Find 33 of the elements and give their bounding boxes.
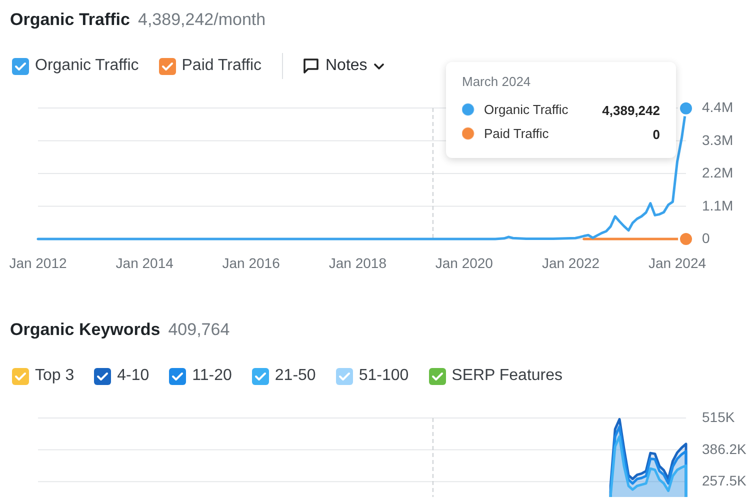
legend-label: 4-10 (117, 367, 150, 385)
legend-label: SERP Features (452, 367, 563, 385)
text: Organic Traffic (484, 102, 568, 117)
y-tick-label: 1.1M (702, 196, 734, 213)
annotation: 0 (652, 126, 660, 142)
legend-label: 51-100 (358, 367, 409, 385)
x-tick-label: Jan 2016 (222, 254, 280, 271)
y-tick-label: 2.2M (702, 164, 734, 180)
text: Paid Traffic (484, 126, 549, 141)
x-tick-label: Jan 2022 (542, 254, 600, 271)
chart-title: Organic Keywords (10, 319, 160, 341)
legend-label: 21-50 (274, 367, 316, 385)
y-tick-label: 386.2K (702, 440, 748, 456)
legend-label: Organic Traffic (35, 57, 139, 75)
x-tick-label: Jan 2012 (9, 254, 68, 271)
y-tick-label: 257.5K (702, 472, 748, 488)
chart-subtitle: 409,764 (168, 319, 230, 341)
text: Notes (326, 57, 368, 75)
chart-subtitle: 4,389,242/month (138, 9, 266, 31)
x-tick-label: Jan 2014 (116, 254, 174, 271)
x-tick-label: Jan 2020 (435, 254, 494, 271)
legend-label: Top 3 (35, 367, 74, 385)
x-tick-label: Jan 2018 (328, 254, 387, 271)
legend-label: 11-20 (192, 367, 232, 385)
y-tick-label: 515K (702, 408, 736, 425)
text: March 2024 (462, 74, 531, 89)
y-tick-label: 4.4M (702, 98, 734, 115)
annotation: 4,389,242 (602, 102, 660, 118)
y-tick-label: 3.3M (702, 131, 734, 148)
y-tick-label: 0 (702, 230, 710, 246)
chart-title: Organic Traffic (10, 9, 130, 31)
x-tick-label: Jan 2024 (648, 254, 706, 271)
legend-label: Paid Traffic (182, 57, 262, 75)
